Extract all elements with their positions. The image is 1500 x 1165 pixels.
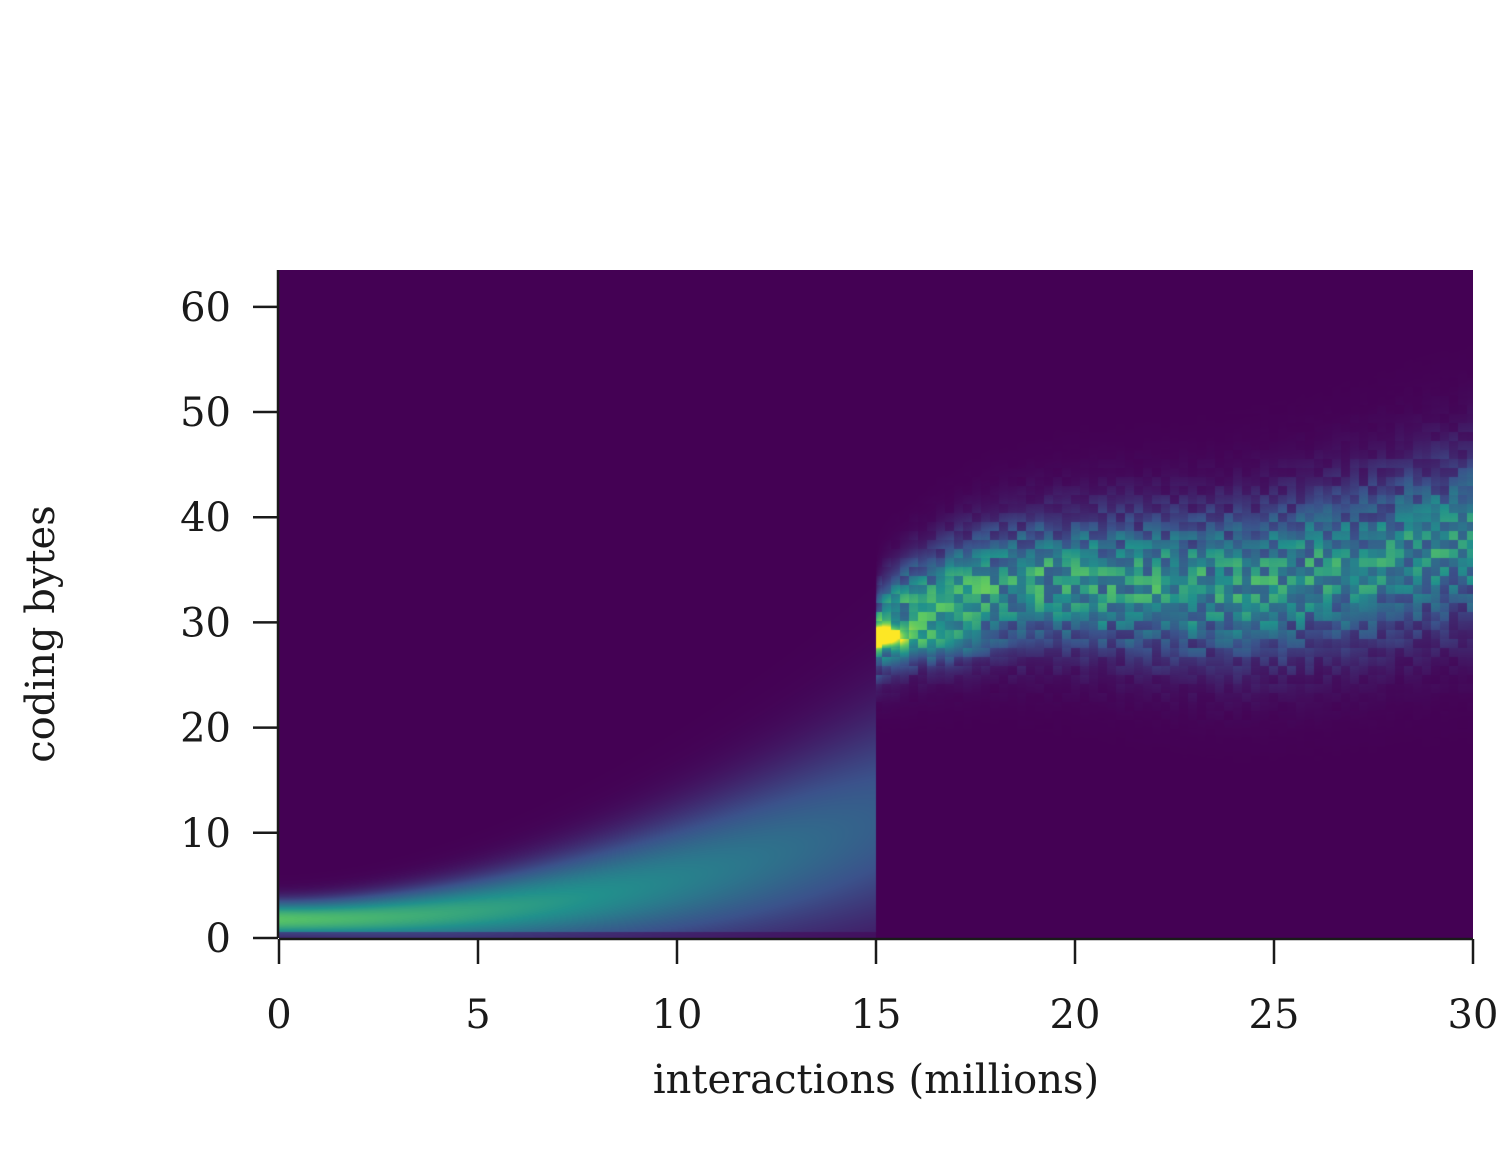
y-tick-label: 40 — [180, 495, 231, 541]
x-tick-label: 30 — [1448, 992, 1499, 1038]
x-tick-label: 5 — [465, 992, 490, 1038]
y-tick-label: 20 — [180, 706, 231, 752]
x-tick-label: 10 — [652, 992, 703, 1038]
plot-area — [279, 270, 1473, 938]
x-ticks: 0 5 10 15 20 25 30 — [266, 939, 1498, 1038]
y-tick-label: 30 — [180, 600, 231, 646]
y-tick-label: 0 — [206, 916, 231, 962]
y-tick-label: 60 — [180, 285, 231, 331]
heatmap-image — [279, 270, 1473, 938]
y-ticks: 0 10 20 30 40 50 60 — [180, 285, 278, 962]
x-tick-label: 20 — [1050, 992, 1101, 1038]
x-axis-label: interactions (millions) — [653, 1057, 1099, 1103]
y-tick-label: 50 — [180, 390, 231, 436]
x-tick-label: 0 — [266, 992, 291, 1038]
y-tick-label: 10 — [180, 811, 231, 857]
x-tick-label: 25 — [1249, 992, 1300, 1038]
y-axis-label: coding bytes — [18, 505, 64, 762]
x-tick-label: 15 — [851, 992, 902, 1038]
